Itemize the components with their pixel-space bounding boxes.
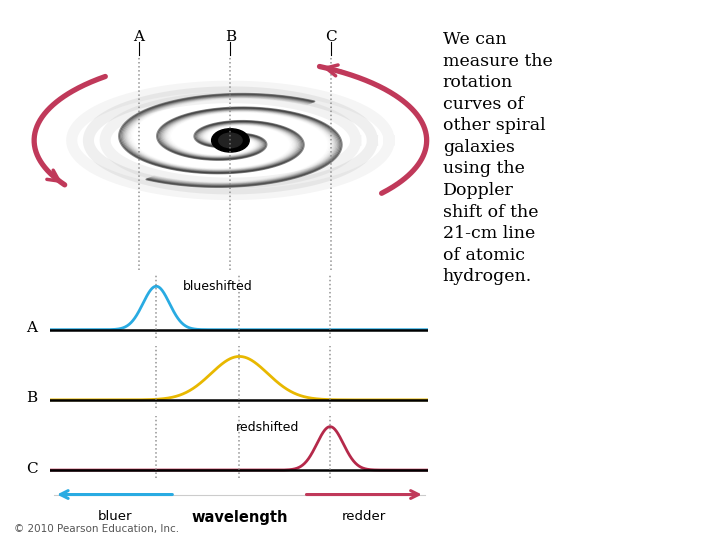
Text: wavelength: wavelength <box>191 510 288 525</box>
Text: A: A <box>133 30 144 44</box>
Text: B: B <box>26 392 37 406</box>
Text: We can
measure the
rotation
curves of
other spiral
galaxies
using the
Doppler
sh: We can measure the rotation curves of ot… <box>443 31 552 285</box>
Text: bluer: bluer <box>97 510 132 523</box>
Text: B: B <box>225 30 236 44</box>
Circle shape <box>212 129 249 152</box>
Text: redshifted: redshifted <box>235 421 299 434</box>
Text: © 2010 Pearson Education, Inc.: © 2010 Pearson Education, Inc. <box>14 523 179 534</box>
Circle shape <box>219 133 242 147</box>
Text: A: A <box>26 321 37 335</box>
Text: C: C <box>325 30 336 44</box>
Text: C: C <box>26 462 37 476</box>
Text: redder: redder <box>342 510 386 523</box>
Text: blueshifted: blueshifted <box>183 280 253 293</box>
